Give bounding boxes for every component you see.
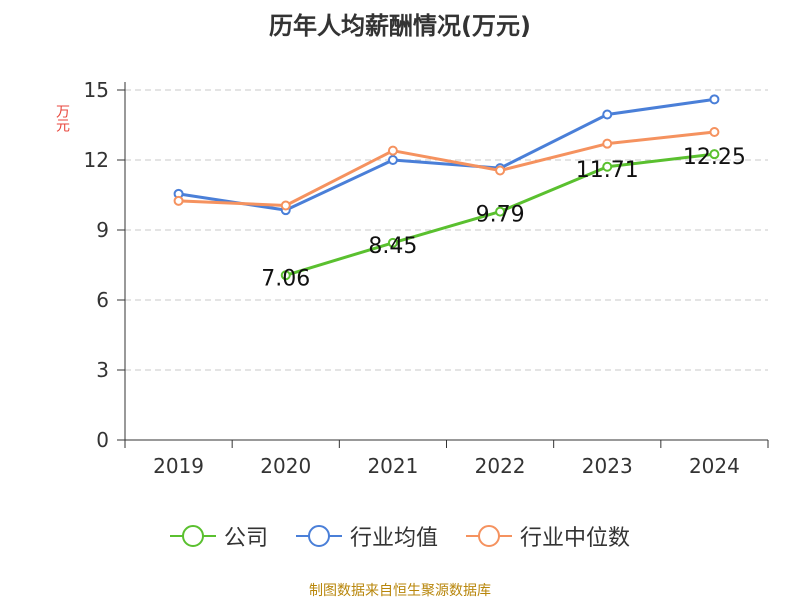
legend-item[interactable]: 行业均值: [295, 520, 438, 552]
data-label: 8.45: [368, 234, 417, 259]
series-line-2: [178, 130, 715, 207]
data-point: [173, 195, 184, 206]
data-point: [709, 149, 720, 160]
x-tick-label: 2019: [153, 454, 204, 478]
legend: 公司 行业均值 行业中位数: [0, 520, 800, 552]
data-point: [387, 155, 398, 165]
legend-label: 行业中位数: [520, 526, 631, 551]
data-point: [602, 161, 613, 172]
legend-label: 公司: [223, 526, 268, 551]
y-tick-label: 9: [96, 218, 109, 242]
x-tick-label: 2021: [367, 454, 418, 478]
y-tick-label: 12: [84, 148, 109, 172]
data-label: 11.71: [576, 158, 639, 183]
y-tick-label: 6: [96, 288, 109, 312]
data-label: 7.06: [261, 266, 310, 291]
x-tick-label: 2023: [582, 454, 633, 478]
x-tick-label: 2024: [689, 454, 740, 478]
legend-item[interactable]: 行业中位数: [466, 520, 630, 552]
data-label: 12.25: [683, 145, 746, 170]
y-tick-label: 3: [96, 358, 109, 382]
legend-item[interactable]: 公司: [169, 520, 268, 552]
x-tick-label: 2020: [260, 454, 311, 478]
data-point: [387, 237, 398, 248]
data-point: [387, 145, 398, 156]
data-point: [495, 206, 506, 217]
data-point: [602, 138, 613, 149]
y-axis-label: 万元: [54, 104, 70, 132]
data-point: [709, 127, 720, 137]
legend-label: 行业均值: [349, 526, 438, 551]
legend-swatch: [466, 525, 512, 547]
y-tick-label: 15: [84, 78, 109, 102]
data-point: [709, 94, 720, 105]
data-point: [602, 109, 613, 120]
data-point: [280, 200, 291, 211]
data-point: [280, 270, 291, 281]
source-footer: 制图数据来自恒生聚源数据库: [309, 583, 491, 599]
legend-swatch: [295, 525, 342, 547]
y-tick-label: 0: [96, 428, 109, 452]
data-point: [495, 165, 506, 176]
series-line-1: [178, 97, 715, 212]
x-tick-label: 2022: [475, 454, 526, 478]
chart-title: 历年人均薪酬情况(万元): [269, 12, 531, 40]
legend-swatch: [169, 525, 216, 547]
data-label: 9.79: [476, 203, 525, 228]
